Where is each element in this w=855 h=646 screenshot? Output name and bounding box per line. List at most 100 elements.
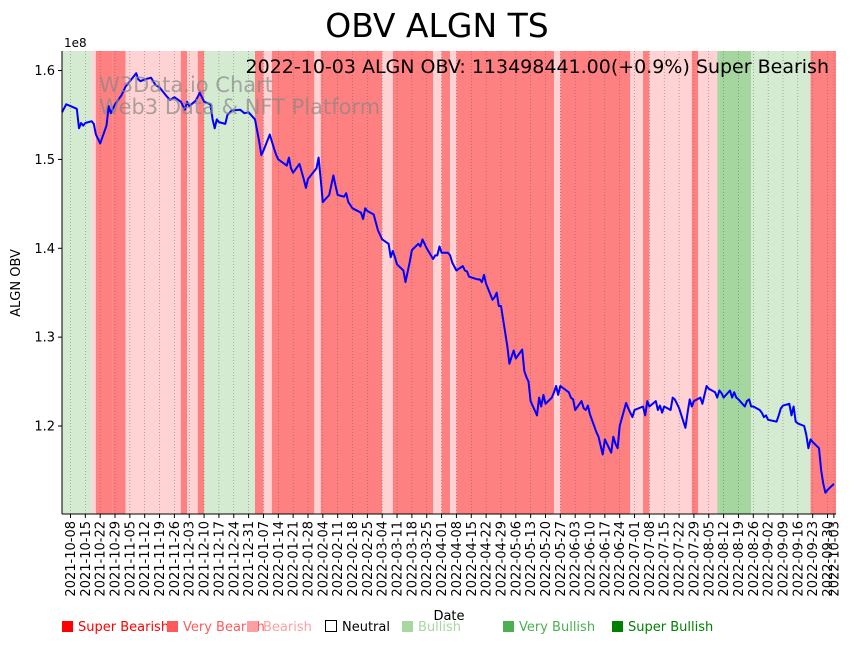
x-tick-label: 2022-08-26 [747,521,762,597]
region-bullish [204,51,255,514]
region-very-bearish [810,51,836,514]
legend-very-bearish: Very Bearish [167,620,265,635]
legend-swatch [167,621,178,632]
x-tick-label: 2022-07-22 [673,521,688,597]
region-bearish [314,51,321,514]
axes [61,51,836,515]
x-tick-label: 2022-03-04 [376,521,391,597]
x-tick-label: 2022-01-28 [302,521,317,597]
x-tick-label: 2022-09-30 [821,521,836,597]
y-tick-label: 1.4 [34,242,55,257]
legend-super-bearish: Super Bearish [62,620,169,635]
x-tick-label: 2021-12-03 [183,521,198,597]
y-axis-label: ALGN OBV [9,249,24,317]
legend-very-bullish: Very Bullish [503,620,595,635]
region-very-bullish [717,51,720,514]
x-tick-label: 2022-04-15 [465,521,480,597]
region-very-bearish [441,51,451,514]
region-very-bearish [112,51,126,514]
x-tick-label: 2022-06-24 [613,521,628,597]
x-tick-label: 2021-10-22 [94,521,109,597]
x-tick-label: 2022-06-17 [598,521,613,597]
region-bullish [751,51,811,514]
chart-title: OBV ALGN TS [325,6,548,45]
x-tick-label: 2021-10-08 [64,521,79,597]
legend-label: Super Bullish [628,620,714,635]
legend-swatch [503,621,514,632]
y-scale-label: 1e8 [64,36,87,50]
legend-swatch [402,621,413,632]
x-tick-label: 2022-09-16 [791,521,806,597]
y-axis-ticks: 1.2 1.3 1.4 1.5 1.6 [34,64,62,435]
legend-swatch [612,621,623,632]
x-tick-label: 2022-03-11 [391,521,406,597]
x-tick-label: 2022-02-25 [361,521,376,597]
x-tick-label: 2021-10-29 [109,521,124,597]
x-tick-label: 2022-05-27 [554,521,569,597]
x-tick-label: 2022-09-09 [777,521,792,597]
x-tick-label: 2022-08-19 [732,521,747,597]
region-bearish [630,51,644,514]
region-very-bearish [643,51,650,514]
legend-label: Super Bearish [78,620,170,635]
legend-swatch [325,620,337,632]
region-bearish [125,51,181,514]
legend-label: Bullish [418,620,462,635]
x-tick-label: 2022-03-25 [420,521,435,597]
legend-bearish: Bearish [247,620,312,635]
x-tick-label: 2022-02-18 [346,521,361,597]
legend-label: Very Bullish [519,620,596,635]
y-tick-label: 1.2 [34,420,55,435]
x-tick-label: 2022-07-01 [628,521,643,597]
x-tick-label: 2021-12-24 [227,521,242,597]
region-bearish [698,51,718,514]
x-tick-label: 2021-11-26 [168,521,183,597]
x-tick-label: 2022-05-13 [524,521,539,597]
x-tick-label: 2021-11-12 [138,521,153,597]
region-very-bearish [456,51,468,514]
legend-neutral: Neutral [325,620,390,635]
y-tick-label: 1.6 [34,64,55,79]
watermark-line-2: Web3 Data & NFT Platform [99,95,380,119]
legend-label: Neutral [342,620,390,635]
x-tick-label: 2022-09-23 [806,521,821,597]
x-tick-label: 2022-04-01 [435,521,450,597]
region-bearish [382,51,393,514]
y-tick-label: 1.5 [34,153,55,168]
x-tick-label: 2022-04-22 [480,521,495,597]
region-bearish [91,51,96,514]
x-tick-label: 2021-12-17 [212,521,227,597]
legend-super-bullish: Super Bullish [612,620,713,635]
x-tick-label: 2022-06-03 [569,521,584,597]
x-tick-label: 2022-02-11 [331,521,346,597]
x-tick-label: 2022-01-07 [257,521,272,597]
vertical-dotted-lines [70,51,835,514]
legend-label: Very Bearish [183,620,265,635]
legend-bullish: Bullish [402,620,461,635]
x-tick-label: 2022-10-03 [827,521,842,597]
x-tick-label: 2021-11-19 [153,521,168,597]
region-very-bearish [467,51,554,514]
x-tick-label: 2022-01-21 [287,521,302,597]
region-bearish [649,51,692,514]
obv-line [61,72,835,494]
region-very-bearish [197,51,205,514]
obv-series [61,72,835,494]
x-tick-label: 2021-11-05 [123,521,138,597]
legend-label: Bearish [263,620,312,635]
x-tick-label: 2022-05-06 [509,521,524,597]
region-bearish [553,51,561,514]
legend-swatch [247,621,258,632]
watermark-line-1: W3Data.io Chart [99,73,273,97]
sentiment-regions [62,51,836,514]
legend-swatch [62,621,73,632]
x-tick-label: 2022-07-15 [658,521,673,597]
x-axis-ticks: 2021-10-08 2021-10-15 2021-10-22 2021-10-29… [64,514,842,597]
x-tick-label: 2022-07-08 [643,521,658,597]
x-tick-label: 2022-06-10 [584,521,599,597]
x-axis-label: Date [433,609,464,624]
x-tick-label: 2021-12-10 [198,521,213,597]
x-tick-label: 2022-01-14 [272,521,287,597]
x-tick-label: 2022-05-20 [539,521,554,597]
